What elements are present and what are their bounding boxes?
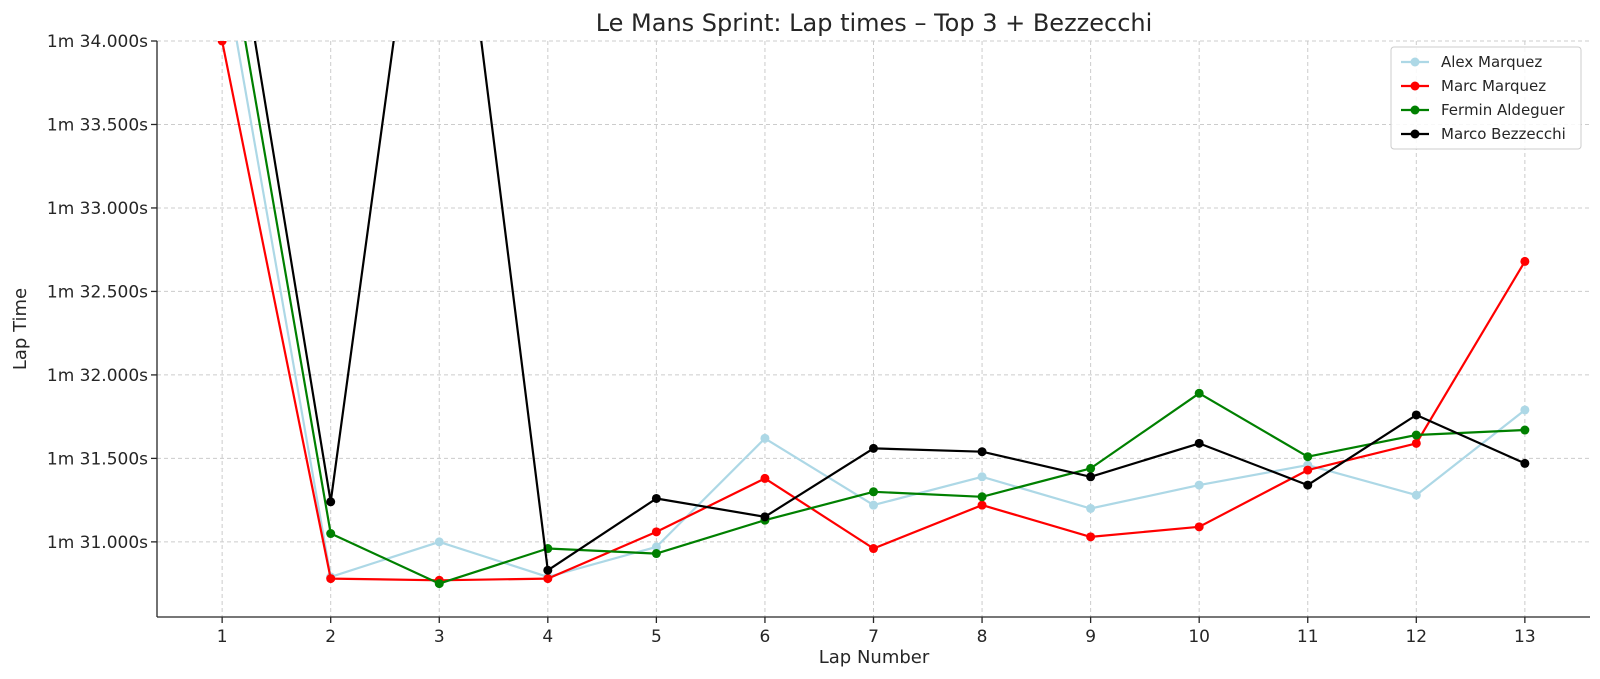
legend-marker [1410, 105, 1420, 115]
y-tick-label: 1m 33.000s [47, 199, 148, 219]
data-point [1520, 458, 1530, 468]
data-point [326, 497, 336, 507]
data-point [326, 574, 336, 584]
data-point [1194, 522, 1204, 532]
y-tick-label: 1m 33.500s [47, 115, 148, 135]
data-point [977, 472, 987, 482]
y-tick-label: 1m 32.000s [47, 366, 148, 386]
data-point [1086, 472, 1096, 482]
x-axis-label: Lap Number [819, 647, 930, 668]
data-point [1086, 503, 1096, 513]
x-tick-label: 13 [1514, 627, 1536, 647]
data-point [543, 574, 553, 584]
data-point [434, 537, 444, 547]
data-point [1194, 388, 1204, 398]
y-tick-label: 1m 31.000s [47, 533, 148, 553]
data-point [1520, 425, 1530, 435]
x-tick-label: 3 [434, 627, 445, 647]
data-point [760, 512, 770, 522]
legend-entry: Marco Bezzecchi [1441, 125, 1566, 143]
data-point [651, 549, 661, 559]
x-tick-label: 7 [868, 627, 879, 647]
data-point [1411, 430, 1421, 440]
grid-lines [157, 40, 1590, 617]
x-tick-label: 4 [542, 627, 553, 647]
data-point [651, 542, 661, 552]
legend-marker [1410, 129, 1420, 139]
x-tick-label: 8 [977, 627, 988, 647]
data-point [1086, 532, 1096, 542]
y-tick-label: 1m 34.000s [47, 32, 148, 52]
data-point [869, 544, 878, 554]
x-tick-label: 5 [651, 627, 662, 647]
data-point [1303, 480, 1313, 490]
x-tick-label: 11 [1297, 627, 1319, 647]
chart-title: Le Mans Sprint: Lap times – Top 3 + Bezz… [596, 9, 1153, 37]
legend-entry: Marc Marquez [1441, 77, 1546, 95]
data-point [1411, 438, 1421, 448]
x-tick-label: 6 [760, 627, 771, 647]
legend-marker [1410, 57, 1420, 67]
legend-entry: Alex Marquez [1441, 53, 1542, 71]
y-tick-label: 1m 31.500s [47, 449, 148, 469]
data-point [977, 492, 987, 502]
data-point [1086, 463, 1096, 473]
y-tick-label: 1m 32.500s [47, 282, 148, 302]
x-tick-label: 1 [217, 627, 228, 647]
data-point [869, 500, 878, 510]
data-point [1520, 405, 1530, 415]
series-lines [217, 41, 1530, 589]
data-point [977, 500, 987, 510]
data-point [1303, 465, 1313, 475]
data-point [760, 473, 770, 483]
data-point [977, 447, 987, 457]
x-tick-label: 10 [1188, 627, 1210, 647]
data-point [217, 41, 227, 46]
legend-marker [1410, 81, 1420, 91]
legend-entry: Fermin Aldeguer [1441, 101, 1565, 119]
data-point [1303, 452, 1313, 462]
data-point [651, 493, 661, 503]
y-axis-label: Lap Time [10, 288, 31, 370]
legend: Alex Marquez Marc Marquez Fermin Aldeguer M… [1390, 46, 1582, 150]
data-point [543, 565, 553, 575]
legend-box [1390, 46, 1582, 150]
data-point [760, 433, 770, 443]
data-point [1520, 256, 1530, 266]
data-point [326, 529, 336, 539]
x-tick-label: 9 [1085, 627, 1096, 647]
data-point [1411, 410, 1421, 420]
data-point [651, 527, 661, 537]
data-point [1411, 490, 1421, 500]
data-point [869, 487, 878, 497]
data-point [1194, 480, 1204, 490]
data-point [869, 443, 878, 453]
x-tick-label: 12 [1405, 627, 1427, 647]
x-tick-label: 2 [325, 627, 336, 647]
data-point [434, 579, 444, 589]
data-point [1194, 438, 1204, 448]
